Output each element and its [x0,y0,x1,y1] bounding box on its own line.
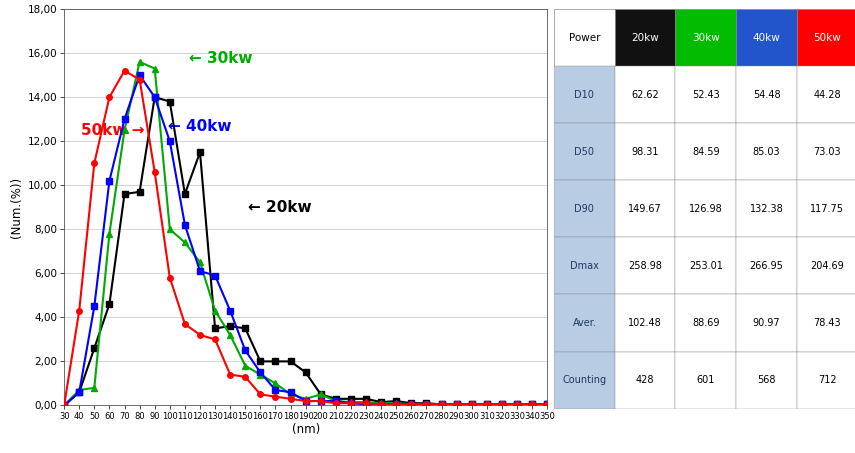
Bar [554,66,615,123]
Text: D10: D10 [575,90,594,100]
Text: Dmax: Dmax [570,261,598,271]
Bar [615,66,675,123]
Bar [615,294,675,352]
Text: 30kw: 30kw [692,33,720,43]
Bar [675,66,736,123]
Bar [615,180,675,237]
Bar [675,237,736,294]
Text: Aver.: Aver. [573,318,596,328]
Text: 54.48: 54.48 [752,90,781,100]
Text: 132.38: 132.38 [750,204,783,214]
Text: 73.03: 73.03 [813,147,841,157]
Text: 85.03: 85.03 [752,147,781,157]
Bar [615,237,675,294]
Text: 102.48: 102.48 [628,318,662,328]
Bar [615,123,675,180]
Text: Power: Power [569,33,600,43]
Text: 568: 568 [758,375,775,385]
Bar [797,66,855,123]
X-axis label: (nm): (nm) [292,423,320,436]
Bar [615,352,675,409]
Bar [797,9,855,66]
Bar [736,294,797,352]
Text: 84.59: 84.59 [692,147,720,157]
Text: 253.01: 253.01 [689,261,722,271]
Text: D90: D90 [575,204,594,214]
Bar [797,123,855,180]
Bar [736,66,797,123]
Text: 20kw: 20kw [631,33,659,43]
Text: 50kw: 50kw [813,33,841,43]
Text: 266.95: 266.95 [750,261,783,271]
Bar [675,123,736,180]
Text: 117.75: 117.75 [811,204,844,214]
Bar [675,180,736,237]
Bar [797,180,855,237]
Text: 78.43: 78.43 [813,318,841,328]
Text: 90.97: 90.97 [752,318,781,328]
Text: ← 20kw: ← 20kw [248,200,312,215]
Bar [675,9,736,66]
Bar [736,352,797,409]
Bar [554,294,615,352]
Y-axis label: (Num.(%)): (Num.(%)) [10,177,23,238]
Text: 601: 601 [697,375,715,385]
Bar [554,352,615,409]
Bar [736,180,797,237]
Text: 126.98: 126.98 [689,204,722,214]
Bar [797,237,855,294]
Text: 428: 428 [636,375,654,385]
Bar [615,9,675,66]
Bar [736,123,797,180]
Bar [736,237,797,294]
Bar [554,237,615,294]
Text: 258.98: 258.98 [628,261,662,271]
Text: ← 40kw: ← 40kw [168,120,232,135]
Text: 712: 712 [818,375,836,385]
Bar [675,352,736,409]
Text: 149.67: 149.67 [628,204,662,214]
Bar [554,180,615,237]
Text: D50: D50 [575,147,594,157]
Bar [554,9,615,66]
Text: 204.69: 204.69 [811,261,844,271]
Text: 52.43: 52.43 [692,90,720,100]
Bar [736,9,797,66]
Text: 88.69: 88.69 [692,318,720,328]
Text: Counting: Counting [563,375,606,385]
Bar [797,294,855,352]
Bar [797,352,855,409]
Text: 40kw: 40kw [752,33,781,43]
Text: 98.31: 98.31 [631,147,659,157]
Text: ← 30kw: ← 30kw [190,51,253,66]
Bar [675,294,736,352]
Text: 44.28: 44.28 [813,90,841,100]
Bar [554,123,615,180]
Text: 62.62: 62.62 [631,90,659,100]
Text: 50kw →: 50kw → [80,123,144,138]
